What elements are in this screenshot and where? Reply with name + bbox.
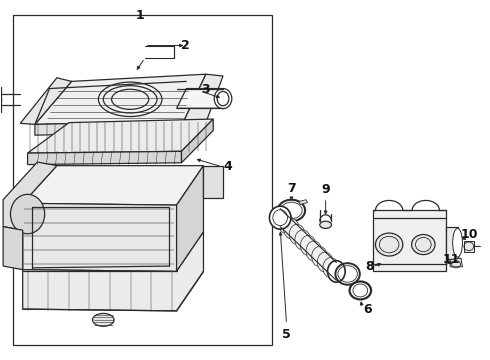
Ellipse shape (10, 194, 45, 234)
Polygon shape (27, 151, 181, 165)
Polygon shape (181, 119, 213, 163)
Text: 8: 8 (365, 260, 373, 273)
Text: 6: 6 (363, 303, 372, 316)
Polygon shape (176, 89, 223, 108)
Ellipse shape (318, 252, 333, 272)
Polygon shape (35, 74, 206, 125)
Ellipse shape (289, 224, 305, 244)
Ellipse shape (295, 230, 311, 250)
Ellipse shape (375, 233, 403, 256)
Ellipse shape (214, 89, 232, 109)
Polygon shape (23, 232, 203, 311)
Polygon shape (23, 166, 203, 205)
Ellipse shape (272, 208, 288, 228)
Text: 3: 3 (201, 83, 210, 96)
Polygon shape (3, 226, 23, 270)
Polygon shape (464, 241, 474, 252)
Ellipse shape (328, 261, 345, 282)
Polygon shape (184, 74, 223, 123)
Ellipse shape (284, 219, 299, 239)
Ellipse shape (320, 221, 331, 228)
Polygon shape (35, 121, 184, 135)
Polygon shape (373, 211, 446, 271)
Polygon shape (27, 119, 213, 153)
Polygon shape (446, 226, 458, 259)
Ellipse shape (270, 206, 291, 229)
Ellipse shape (312, 247, 327, 267)
Text: 4: 4 (223, 160, 232, 173)
Text: 1: 1 (136, 9, 145, 22)
Polygon shape (20, 78, 72, 125)
Ellipse shape (453, 228, 463, 257)
Polygon shape (176, 166, 203, 271)
Ellipse shape (306, 241, 322, 261)
Text: 7: 7 (287, 182, 296, 195)
Text: 11: 11 (443, 253, 461, 266)
Ellipse shape (93, 314, 114, 326)
Ellipse shape (98, 82, 162, 117)
Ellipse shape (278, 213, 294, 233)
Polygon shape (23, 203, 176, 271)
Polygon shape (3, 162, 57, 230)
Text: 5: 5 (282, 328, 291, 341)
Ellipse shape (412, 234, 435, 255)
Ellipse shape (323, 258, 339, 278)
Ellipse shape (300, 235, 316, 256)
Polygon shape (450, 258, 463, 267)
Text: 2: 2 (181, 39, 190, 52)
Text: 10: 10 (461, 228, 478, 241)
Polygon shape (299, 200, 308, 204)
Text: 9: 9 (321, 183, 330, 196)
Polygon shape (203, 166, 223, 198)
